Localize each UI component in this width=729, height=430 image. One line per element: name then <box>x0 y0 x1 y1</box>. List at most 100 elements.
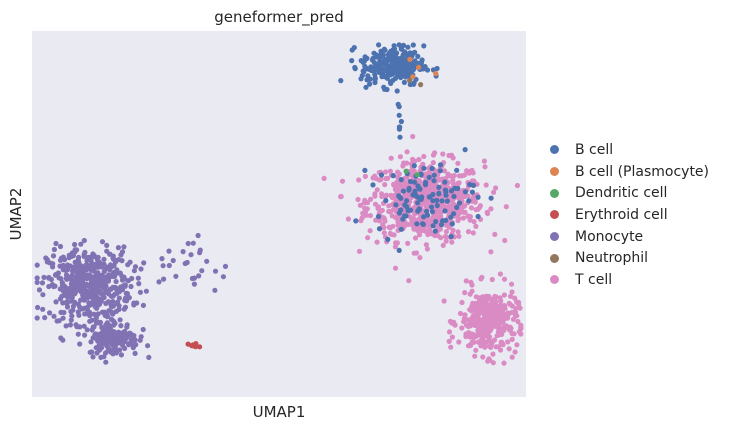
data-point <box>441 298 447 304</box>
data-point <box>110 255 116 261</box>
data-point <box>411 163 417 169</box>
data-point <box>93 316 99 322</box>
data-point <box>110 298 116 305</box>
data-point <box>428 204 435 210</box>
data-point <box>443 234 449 240</box>
data-point <box>417 255 423 261</box>
data-point <box>362 197 368 203</box>
data-point <box>50 253 57 259</box>
data-point <box>435 214 441 220</box>
data-point <box>128 283 134 290</box>
data-point <box>400 216 406 222</box>
data-point <box>469 178 475 184</box>
data-point <box>501 276 508 282</box>
data-point <box>486 320 493 326</box>
data-point <box>101 256 107 262</box>
data-point <box>455 229 461 235</box>
data-point <box>87 309 93 315</box>
data-point <box>53 299 59 305</box>
data-point <box>191 275 197 281</box>
data-point <box>446 209 452 215</box>
legend-item: Monocyte <box>550 226 709 248</box>
data-point <box>385 236 391 242</box>
data-point <box>470 182 477 188</box>
data-point <box>376 42 382 48</box>
data-point <box>84 264 90 270</box>
data-point <box>81 323 87 329</box>
data-point <box>441 168 448 174</box>
data-point <box>74 247 80 253</box>
data-point <box>77 341 83 347</box>
data-point <box>39 280 46 286</box>
data-point <box>195 232 201 239</box>
data-point <box>455 160 461 166</box>
data-point <box>91 266 97 272</box>
data-point <box>34 315 40 321</box>
data-point <box>505 324 511 331</box>
data-point <box>396 42 402 48</box>
data-point <box>433 70 439 77</box>
data-point <box>104 242 110 248</box>
legend-label: B cell <box>575 141 614 158</box>
data-point <box>516 329 523 335</box>
data-point <box>429 209 436 215</box>
data-point <box>170 257 176 264</box>
data-point <box>501 360 507 366</box>
data-point <box>390 173 396 179</box>
data-point <box>381 215 387 221</box>
data-point <box>383 175 389 182</box>
data-point <box>99 324 105 331</box>
data-point <box>443 238 449 244</box>
data-point <box>425 231 431 238</box>
data-point <box>212 268 219 274</box>
data-point <box>405 65 411 71</box>
data-point <box>385 52 391 58</box>
data-point <box>338 194 344 200</box>
data-point <box>62 284 68 290</box>
data-point <box>432 228 438 234</box>
data-point <box>426 174 432 180</box>
data-point <box>358 58 364 64</box>
data-point <box>430 160 436 166</box>
data-point <box>57 243 64 250</box>
data-point <box>450 155 456 161</box>
data-point <box>182 260 188 267</box>
data-point <box>442 208 448 214</box>
data-point <box>378 67 384 73</box>
data-point <box>156 279 162 285</box>
data-point <box>111 329 117 335</box>
data-point <box>84 257 90 264</box>
data-point <box>496 322 502 328</box>
data-point <box>466 318 472 324</box>
data-point <box>372 64 379 70</box>
data-point <box>496 327 502 333</box>
data-point <box>484 331 490 337</box>
data-point <box>112 273 118 279</box>
data-point <box>448 233 454 240</box>
data-point <box>82 332 88 338</box>
data-point <box>388 70 394 76</box>
data-point <box>451 193 457 199</box>
data-point <box>140 326 146 333</box>
data-point <box>367 228 373 234</box>
data-point <box>397 134 403 140</box>
data-point <box>461 172 467 178</box>
data-point <box>393 202 399 208</box>
data-point <box>96 343 102 349</box>
data-point <box>78 241 84 247</box>
data-point <box>392 59 399 65</box>
data-point <box>99 309 105 315</box>
data-point <box>467 217 473 223</box>
data-point <box>393 54 399 60</box>
data-point <box>381 46 387 52</box>
data-point <box>514 299 520 305</box>
data-point <box>101 354 107 360</box>
data-point <box>220 274 226 280</box>
data-point <box>490 351 496 357</box>
data-point <box>361 69 367 75</box>
data-point <box>159 256 165 262</box>
data-point <box>411 250 417 256</box>
data-point <box>196 273 202 279</box>
data-point <box>469 339 475 345</box>
data-point <box>63 323 69 329</box>
